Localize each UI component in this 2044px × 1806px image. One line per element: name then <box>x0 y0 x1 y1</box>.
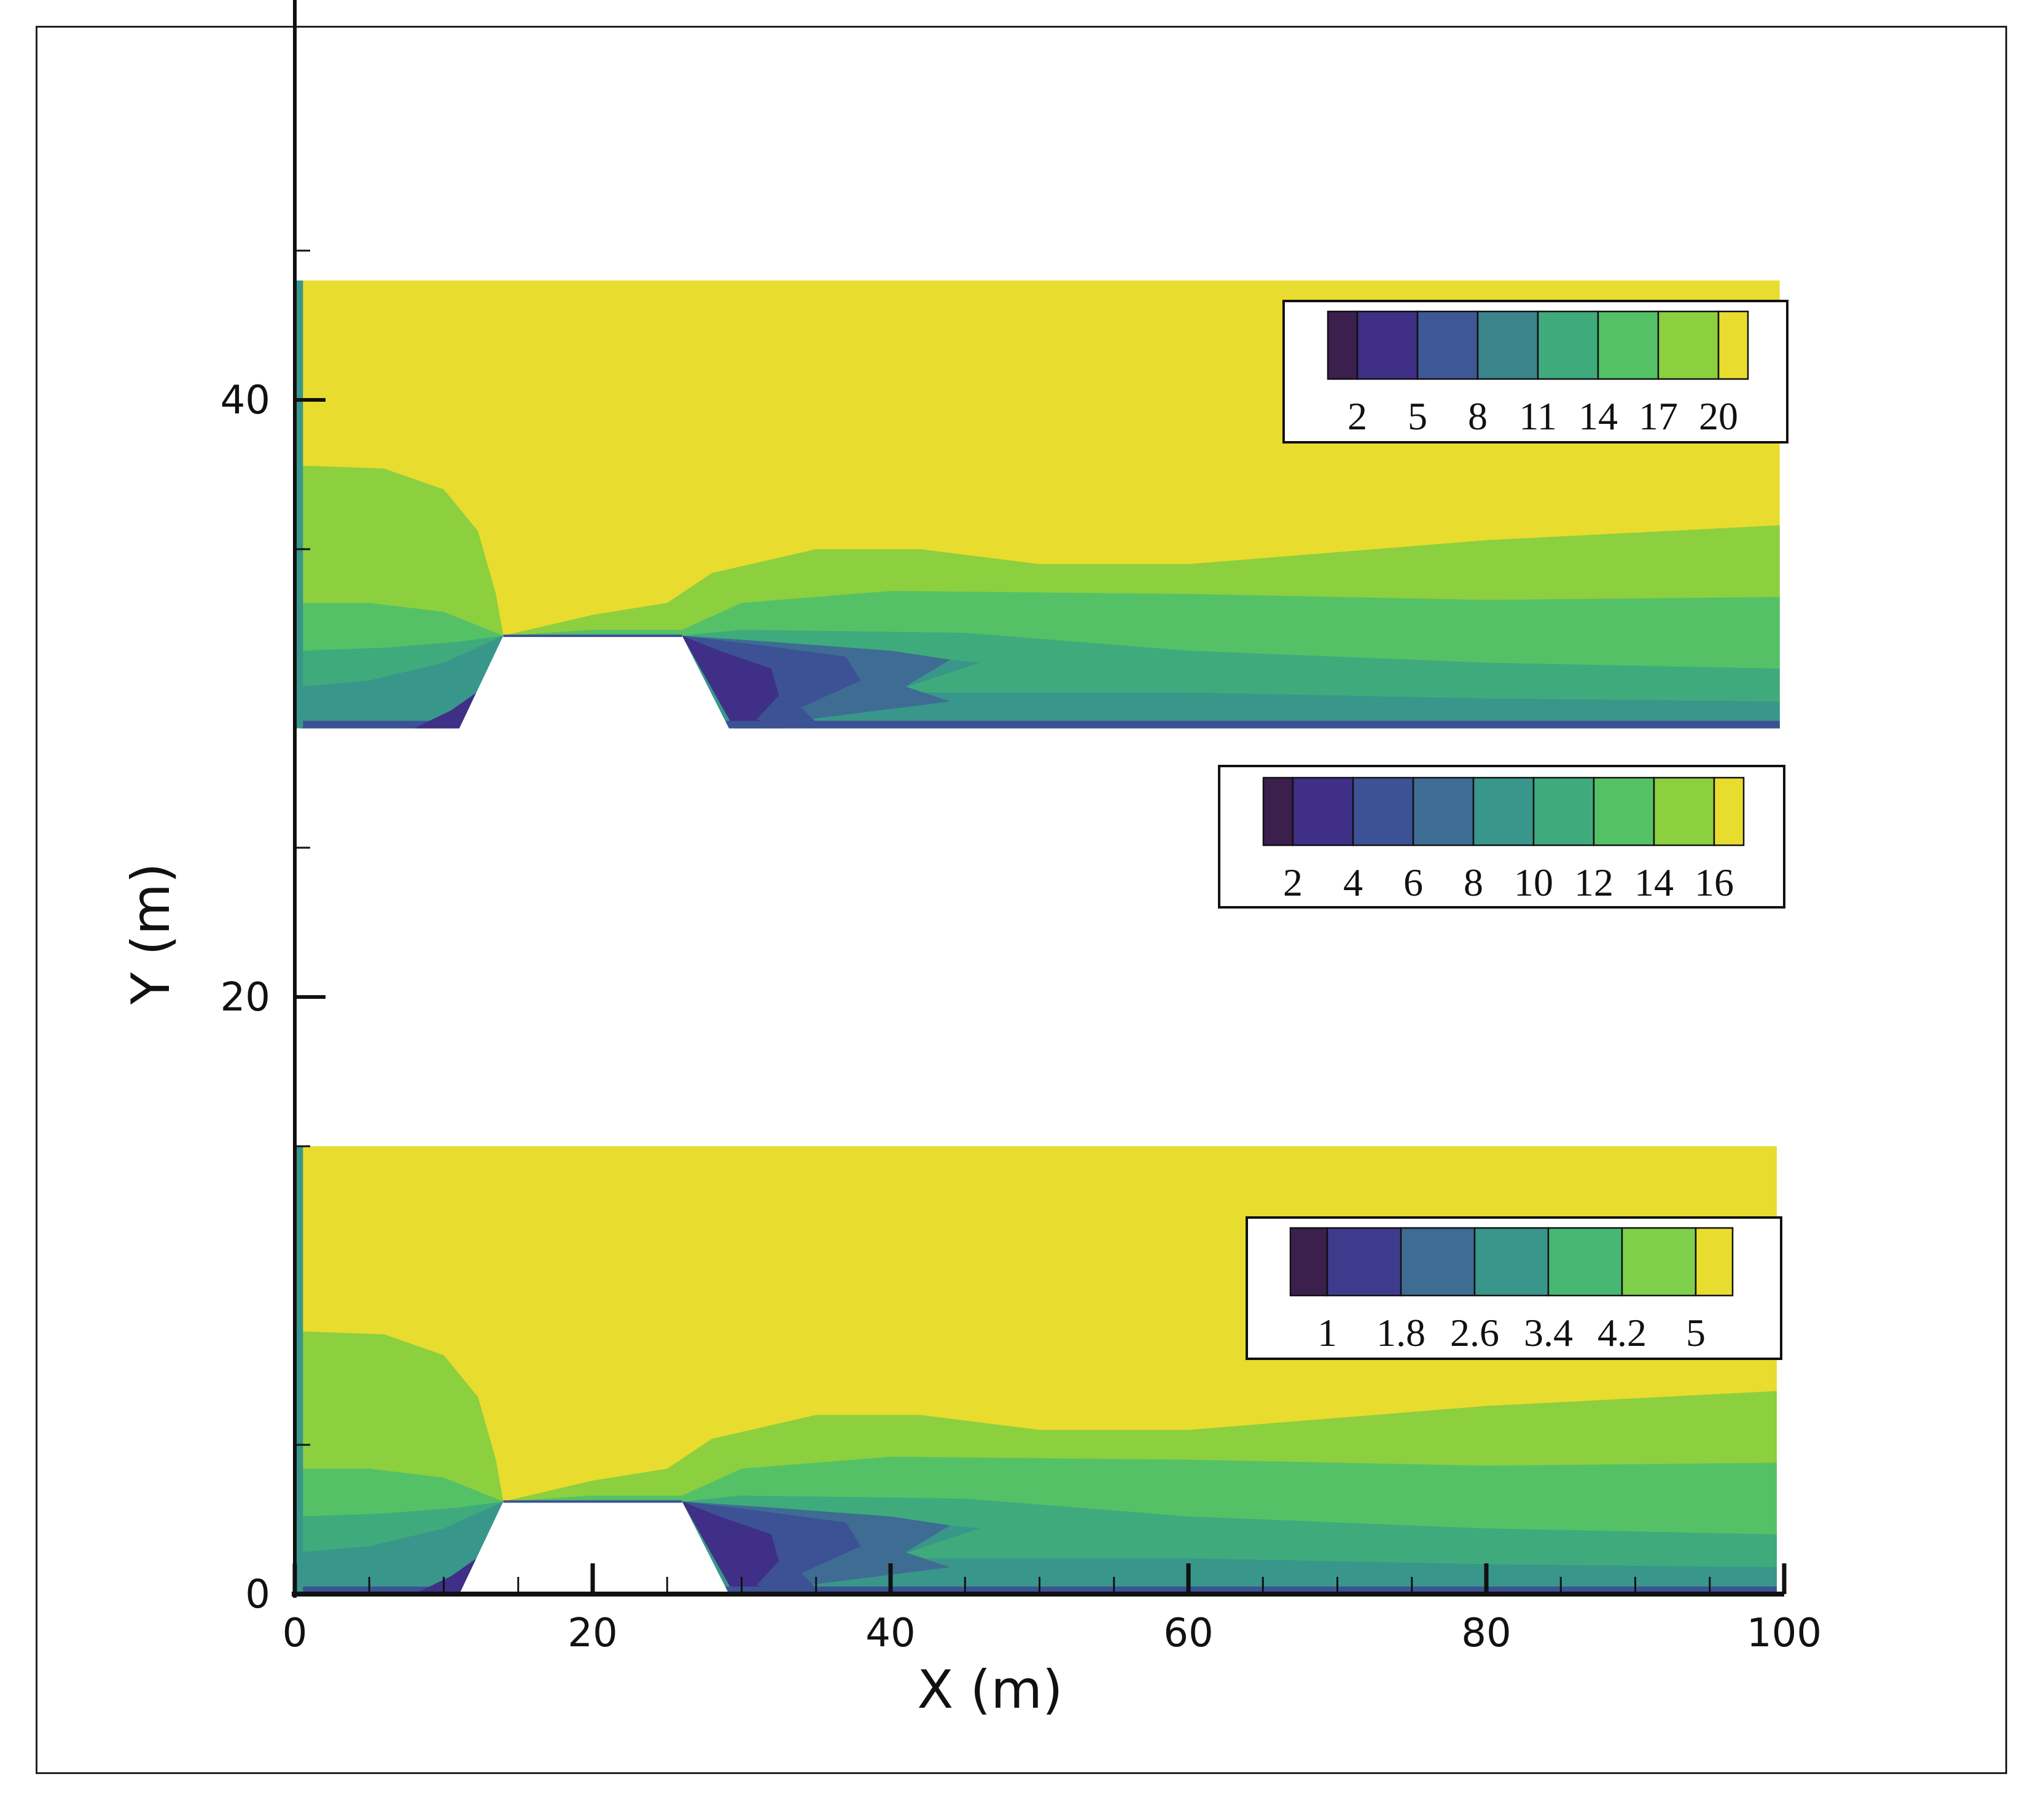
x-tick-label: 0 <box>283 1611 308 1656</box>
x-tick-label: 60 <box>1163 1611 1213 1656</box>
legend-label: 4 <box>1343 861 1363 904</box>
x-tick-label: 80 <box>1461 1611 1511 1656</box>
legend-label: 5 <box>1408 394 1427 438</box>
legend-swatch <box>1653 776 1715 846</box>
y-tick-label: 40 <box>220 378 270 423</box>
legend-swatch <box>1657 310 1720 380</box>
legend-swatch <box>1695 1227 1734 1297</box>
legend-swatch <box>1473 1227 1550 1297</box>
legend-swatch <box>1717 310 1749 380</box>
figure-frame <box>36 26 2007 1774</box>
legend-label: 2 <box>1283 861 1303 904</box>
obstacle <box>458 635 730 730</box>
legend-label: 16 <box>1695 861 1734 904</box>
legend-swatch <box>1472 776 1535 846</box>
legend-label: 10 <box>1514 861 1553 904</box>
y-tick-label: 20 <box>220 975 270 1020</box>
legend-top: 2 5 8 11 14 17 20 <box>1282 300 1788 444</box>
legend-swatch <box>1292 776 1354 846</box>
legend-middle: 2 4 6 8 10 12 14 16 <box>1218 765 1785 909</box>
x-tick-label: 20 <box>568 1611 617 1656</box>
band-indigo <box>682 635 784 729</box>
legend-label: 11 <box>1519 394 1557 438</box>
legend-label: 8 <box>1468 394 1488 438</box>
legend-swatch <box>1597 310 1660 380</box>
band-indigo <box>682 1501 784 1594</box>
obstacle <box>458 1501 730 1596</box>
legend-label: 14 <box>1578 394 1618 438</box>
panel-bottom <box>295 1146 1777 1596</box>
legend-label: 5 <box>1686 1311 1706 1354</box>
axes: 020406080020406080100 <box>220 0 1822 1656</box>
legend-label: 6 <box>1403 861 1423 904</box>
inlet-strip <box>295 280 303 729</box>
legend-label: 4.2 <box>1597 1311 1647 1354</box>
legend-label: 2.6 <box>1450 1311 1499 1354</box>
legend-swatch <box>1416 310 1479 380</box>
x-tick-label: 100 <box>1747 1611 1822 1656</box>
y-tick-label: 0 <box>245 1572 270 1617</box>
legends: 2 5 8 11 14 17 202 4 6 8 10 12 14 161 1.8 2.6 3.4 4.2 5 <box>1218 300 1788 1360</box>
legend-label: 1.8 <box>1376 1311 1426 1354</box>
legend-bottom: 1 1.8 2.6 3.4 4.2 5 <box>1246 1216 1782 1360</box>
x-tick-label: 40 <box>865 1611 915 1656</box>
legend-swatch <box>1412 776 1475 846</box>
legend-swatch <box>1476 310 1539 380</box>
legend-swatch <box>1356 310 1419 380</box>
legend-swatch <box>1262 776 1294 846</box>
legend-label: 14 <box>1634 861 1674 904</box>
legend-swatch <box>1713 776 1745 846</box>
legend-label: 2 <box>1348 394 1367 438</box>
legend-swatch <box>1537 310 1599 380</box>
legend-swatch <box>1400 1227 1476 1297</box>
y-axis-title: Y (m) <box>120 863 182 1006</box>
x-axis-title: X (m) <box>917 1659 1063 1721</box>
legend-swatch <box>1326 1227 1402 1297</box>
legend-label: 20 <box>1699 394 1738 438</box>
legend-label: 12 <box>1574 861 1613 904</box>
legend-swatch <box>1532 776 1595 846</box>
legend-swatch <box>1593 776 1655 846</box>
legend-swatch <box>1327 310 1359 380</box>
legend-label: 17 <box>1639 394 1678 438</box>
inlet-strip <box>295 1146 303 1594</box>
legend-label: 3.4 <box>1524 1311 1573 1354</box>
legend-swatch <box>1547 1227 1623 1297</box>
legend-label: 8 <box>1464 861 1483 904</box>
legend-swatch <box>1352 776 1414 846</box>
legend-swatch <box>1289 1227 1328 1297</box>
legend-swatch <box>1621 1227 1697 1297</box>
legend-label: 1 <box>1317 1311 1337 1354</box>
